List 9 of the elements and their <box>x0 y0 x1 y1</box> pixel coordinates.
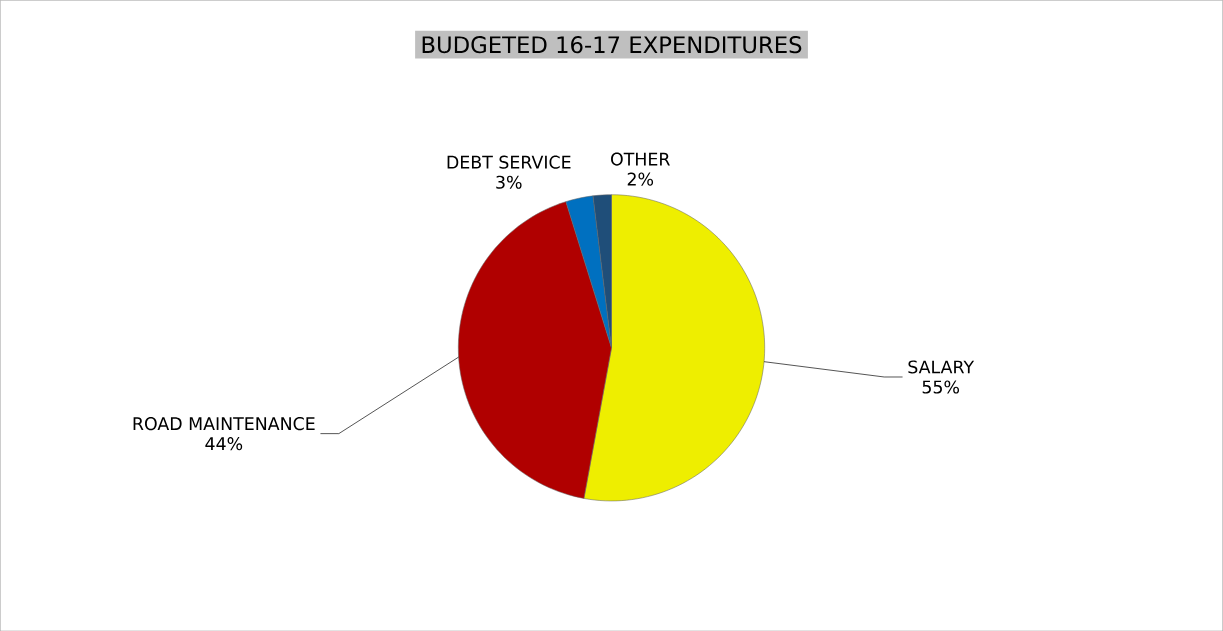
data-label: 3% <box>496 175 522 189</box>
data-label: 55% <box>922 380 960 394</box>
slice-label: DEBT SERVICE <box>447 155 571 169</box>
slice-label: OTHER <box>611 152 670 166</box>
data-label: 44% <box>205 436 243 451</box>
slice-label: SALARY <box>908 360 975 374</box>
slice-label: ROAD MAINTENANCE <box>133 416 315 431</box>
data-label: 2% <box>627 172 654 186</box>
chart-title: BUDGETED 16-17 EXPENDITURES <box>422 35 802 54</box>
